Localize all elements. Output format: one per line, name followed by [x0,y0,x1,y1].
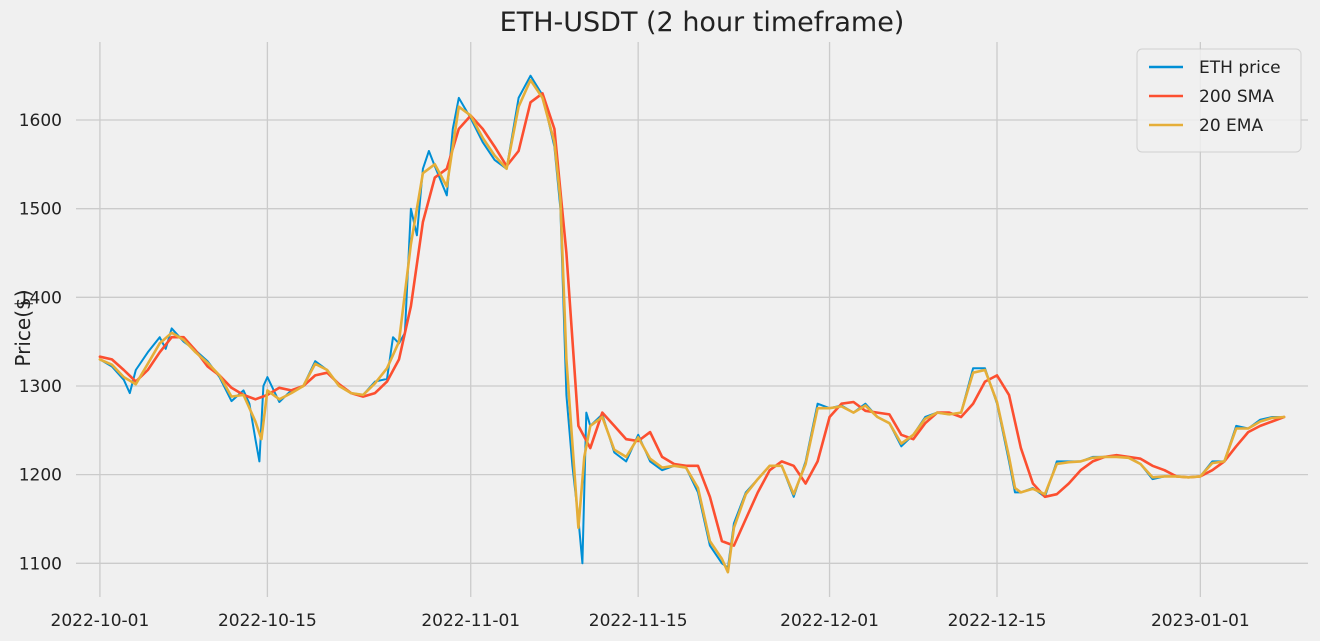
series-line-20-ema [98,78,1286,574]
x-tick-label: 2022-10-01 [51,611,150,631]
x-tick-label: 2023-01-01 [1151,611,1250,631]
x-tick-label: 2022-12-15 [948,611,1047,631]
y-tick-label: 1600 [19,111,62,131]
series-line-eth-price [98,74,1286,569]
series-layer [98,74,1286,574]
x-tick-label: 2022-12-01 [780,611,879,631]
x-tick-label: 2022-11-15 [589,611,688,631]
x-tick-label: 2022-10-15 [218,611,317,631]
legend-label-eth-price: ETH price [1199,58,1281,78]
tick-layer: 2022-10-01 2022-10-15 2022-11-01 2022-11-15… [19,111,1250,631]
y-tick-label: 1500 [19,200,62,220]
y-tick-label: 1400 [19,288,62,308]
y-tick-label: 1200 [19,466,62,486]
y-tick-label: 1300 [19,377,62,397]
legend-label-20-ema: 20 EMA [1199,116,1263,136]
y-axis-label: Price($) [11,289,35,366]
grid-layer [76,42,1308,597]
legend: ETH price 200 SMA 20 EMA [1136,48,1302,153]
x-tick-label: 2022-11-01 [421,611,520,631]
chart-title: ETH-USDT (2 hour timeframe) [500,7,905,38]
y-tick-label: 1100 [19,554,62,574]
legend-label-200-sma: 200 SMA [1199,87,1274,107]
